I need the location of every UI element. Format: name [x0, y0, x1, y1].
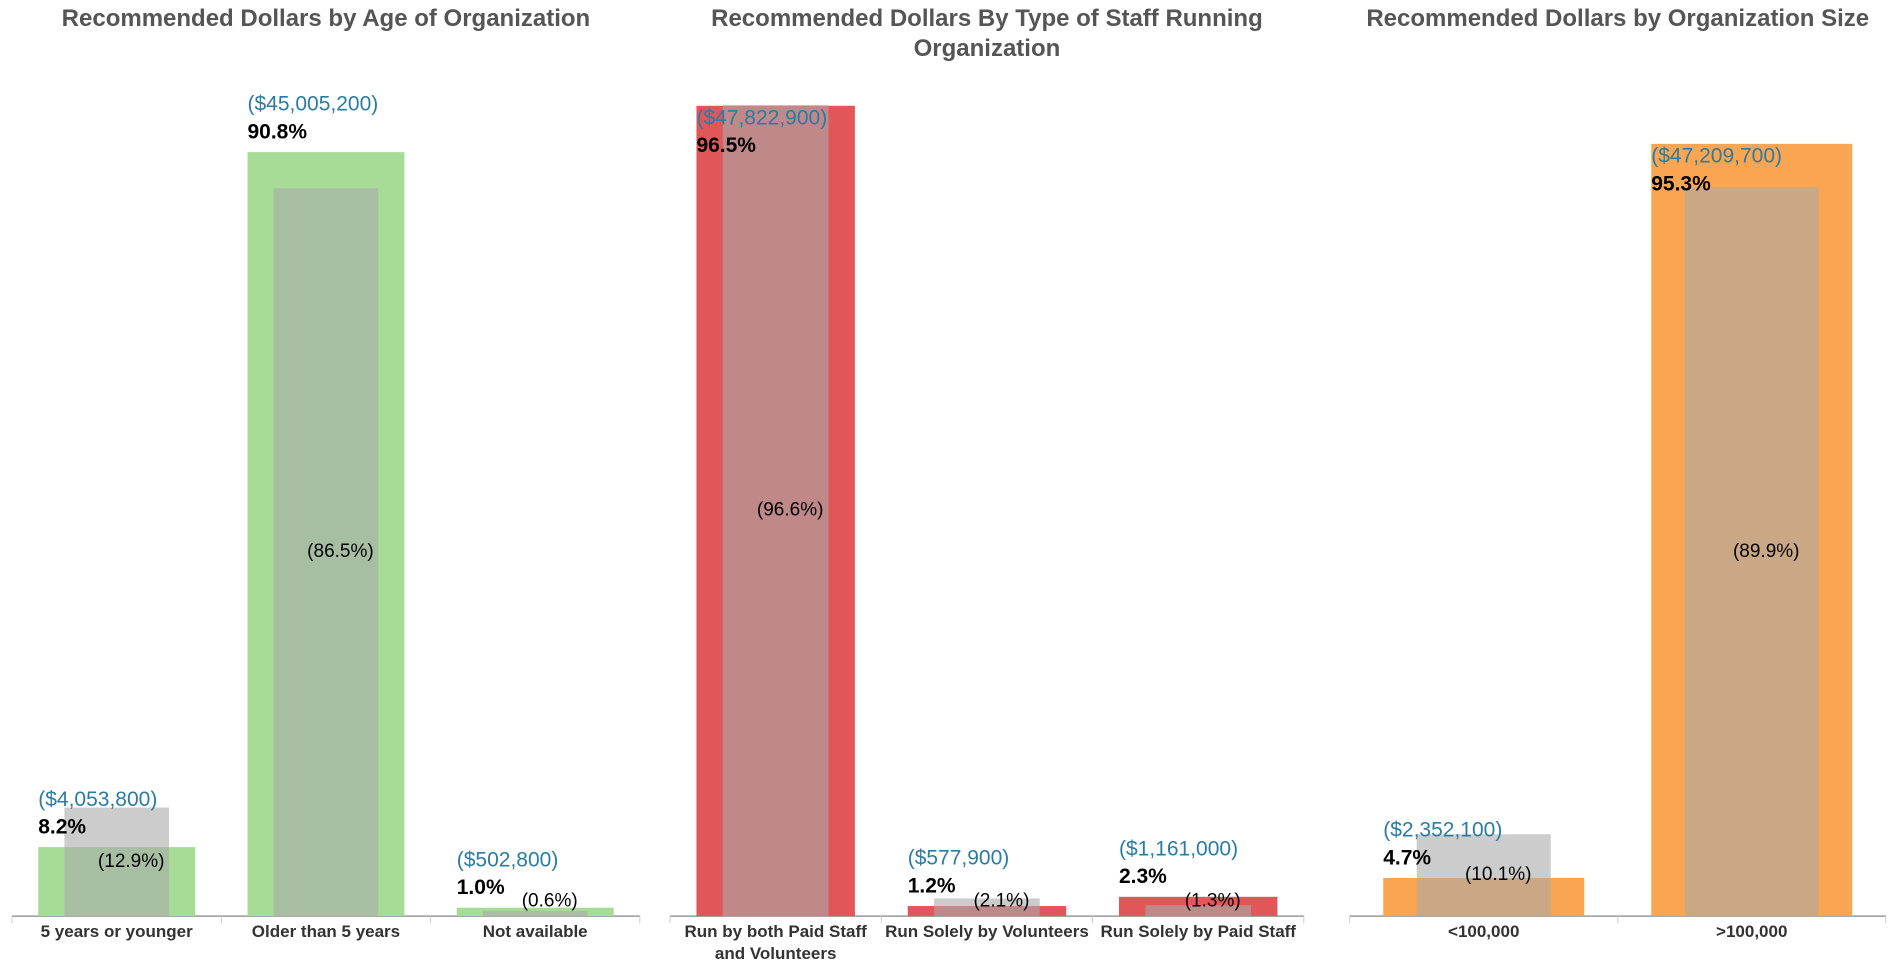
- dollar-label: ($47,822,900): [696, 107, 827, 130]
- comparison-label: (10.1%): [1465, 864, 1532, 885]
- comparison-label: (89.9%): [1733, 541, 1800, 562]
- comparison-bar: [722, 104, 829, 917]
- dollar-label: ($577,900): [908, 847, 1010, 870]
- comparison-bar: [1145, 905, 1252, 917]
- value-label: 95.3%: [1651, 172, 1711, 195]
- value-label: 8.2%: [38, 815, 86, 838]
- value-label: 1.2%: [908, 874, 956, 897]
- x-tick-label: >100,000: [1716, 921, 1788, 941]
- x-tick-label: Run Solely by Paid Staff: [1100, 921, 1296, 941]
- dollar-label: ($4,053,800): [38, 788, 157, 811]
- x-tick-label: Not available: [482, 921, 588, 941]
- x-tick-label: Run by both Paid Staff and Volunteers: [684, 921, 867, 963]
- comparison-bar: [273, 188, 379, 917]
- comparison-label: (96.6%): [757, 500, 824, 521]
- dollar-label: ($45,005,200): [247, 93, 378, 116]
- comparison-bar: [64, 807, 170, 917]
- comparison-label: (0.6%): [522, 891, 578, 912]
- x-tick-label: <100,000: [1448, 921, 1520, 941]
- dollar-label: ($502,800): [457, 848, 559, 871]
- chart-title: Recommended Dollars By Type of Staff Run…: [711, 5, 1263, 62]
- value-label: 90.8%: [247, 120, 307, 143]
- dollar-label: ($1,161,000): [1119, 837, 1238, 860]
- comparison-bar: [934, 898, 1040, 917]
- comparison-label: (1.3%): [1185, 891, 1241, 912]
- dollar-label: ($47,209,700): [1651, 145, 1782, 168]
- comparison-bar: [482, 911, 588, 917]
- value-label: 4.7%: [1383, 846, 1431, 869]
- value-label: 1.0%: [457, 876, 505, 899]
- x-tick-label: 5 years or younger: [40, 921, 193, 941]
- chart-title: Recommended Dollars by Age of Organizati…: [61, 5, 591, 32]
- chart-title: Recommended Dollars by Organization Size: [1366, 5, 1870, 32]
- comparison-bar: [1416, 834, 1551, 917]
- value-label: 2.3%: [1119, 865, 1167, 888]
- value-label: 96.5%: [696, 134, 756, 157]
- comparison-label: (2.1%): [973, 891, 1029, 912]
- x-tick-label: Run Solely by Volunteers: [885, 921, 1089, 941]
- comparison-bar: [1684, 187, 1819, 917]
- comparison-label: (12.9%): [98, 851, 165, 872]
- dollar-label: ($2,352,100): [1383, 819, 1502, 842]
- x-tick-label: Older than 5 years: [251, 921, 401, 941]
- comparison-label: (86.5%): [307, 541, 374, 562]
